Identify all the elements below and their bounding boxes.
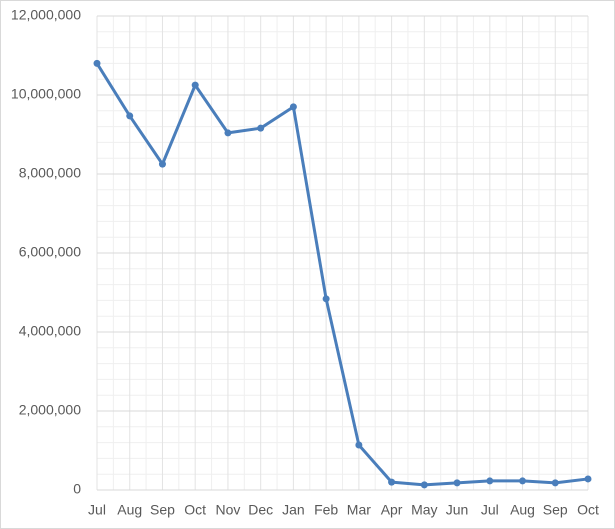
x-tick-label: Jul (481, 502, 499, 518)
x-tick-label: Sep (543, 502, 568, 518)
point-marker (158, 160, 166, 168)
y-tick-label: 0 (73, 481, 81, 497)
x-tick-label: Mar (347, 502, 371, 518)
point-marker (453, 479, 461, 487)
y-tick-label: 10,000,000 (11, 86, 81, 102)
point-marker (486, 477, 494, 485)
x-tick-label: Aug (117, 502, 142, 518)
y-tick-label: 2,000,000 (19, 402, 81, 418)
point-marker (224, 129, 232, 137)
point-marker (257, 124, 265, 132)
point-marker (551, 479, 559, 487)
y-tick-label: 6,000,000 (19, 244, 81, 260)
point-marker (191, 81, 199, 89)
point-marker (289, 103, 297, 111)
point-marker (519, 477, 527, 485)
x-tick-label: Jan (282, 502, 305, 518)
point-marker (420, 481, 428, 489)
point-marker (388, 478, 396, 486)
x-tick-label: Apr (381, 502, 403, 518)
point-marker (322, 295, 330, 303)
y-tick-label: 4,000,000 (19, 323, 81, 339)
x-tick-label: Oct (577, 502, 599, 518)
x-tick-label: Oct (184, 502, 206, 518)
x-tick-label: Jun (446, 502, 469, 518)
point-marker (93, 59, 101, 67)
series-line (95, 62, 589, 487)
x-tick-label: Feb (314, 502, 338, 518)
x-tick-label: Aug (510, 502, 535, 518)
y-tick-label: 8,000,000 (19, 165, 81, 181)
x-tick-label: Jul (88, 502, 106, 518)
x-tick-label: Nov (215, 502, 240, 518)
x-tick-label: Sep (150, 502, 175, 518)
point-marker (126, 112, 134, 120)
point-marker (584, 475, 592, 483)
y-tick-label: 12,000,000 (11, 7, 81, 23)
x-tick-label: May (411, 502, 437, 518)
point-marker (355, 441, 363, 449)
x-tick-label: Dec (248, 502, 273, 518)
